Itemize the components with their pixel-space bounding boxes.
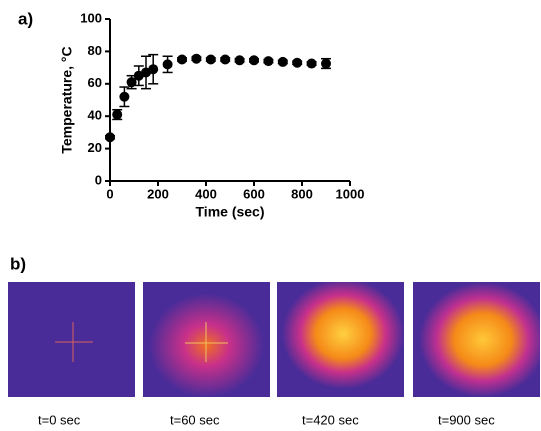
point (292, 58, 302, 68)
y-axis-label: Temperature, °C (59, 46, 75, 153)
thermal-image (8, 282, 135, 397)
figure: a) Time (sec) Temperature, °C b) t=0 sec… (0, 0, 541, 431)
thermal-image (413, 282, 540, 397)
image-caption: t=900 sec (438, 412, 495, 427)
point (105, 132, 115, 142)
point (191, 54, 201, 64)
point (177, 55, 187, 65)
x-tick-label: 0 (106, 186, 113, 201)
image-caption: t=420 sec (302, 412, 359, 427)
thermal-image (277, 282, 404, 397)
point (206, 55, 216, 65)
point (220, 55, 230, 65)
image-caption: t=0 sec (38, 412, 81, 427)
panel-label: b) (10, 254, 26, 273)
point (119, 92, 129, 102)
x-tick-label: 600 (243, 186, 265, 201)
point (235, 55, 245, 65)
x-tick-label: 200 (147, 186, 169, 201)
point (307, 59, 317, 69)
point (278, 57, 288, 67)
x-axis-label: Time (sec) (196, 204, 265, 220)
y-tick-label: 100 (80, 10, 102, 25)
image-caption: t=60 sec (170, 412, 220, 427)
y-tick-label: 20 (88, 140, 102, 155)
x-tick-label: 800 (291, 186, 313, 201)
y-tick-label: 80 (88, 43, 102, 58)
y-tick-label: 0 (95, 172, 102, 187)
x-tick-label: 400 (195, 186, 217, 201)
point (163, 59, 173, 69)
point (249, 55, 259, 65)
point (263, 56, 273, 66)
y-tick-label: 60 (88, 75, 102, 90)
point (148, 64, 158, 74)
panel-label: a) (18, 9, 33, 28)
x-tick-label: 1000 (336, 186, 365, 201)
point (321, 59, 331, 69)
y-tick-label: 40 (88, 108, 102, 123)
point (112, 110, 122, 120)
